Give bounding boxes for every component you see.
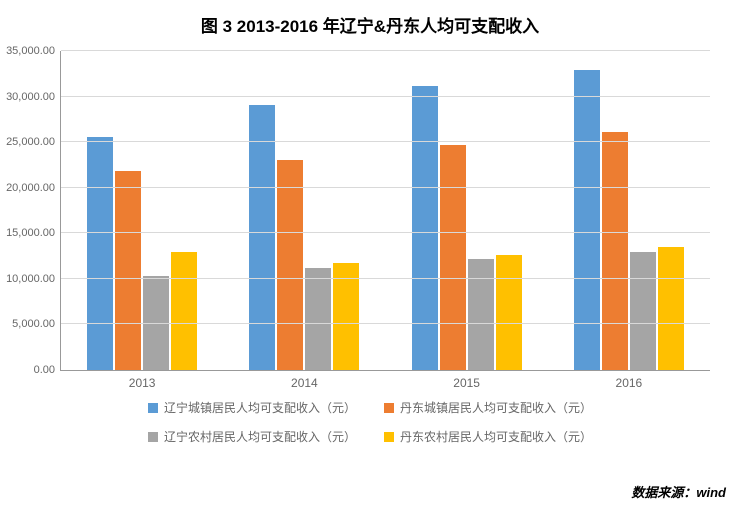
legend-item: 丹东农村居民人均可支配收入（元） xyxy=(384,428,592,445)
x-axis-label: 2013 xyxy=(61,370,223,390)
y-axis-label: 30,000.00 xyxy=(6,91,61,103)
bar xyxy=(468,259,494,370)
y-axis-label: 10,000.00 xyxy=(6,273,61,285)
legend-swatch xyxy=(148,403,158,413)
legend-item: 丹东城镇居民人均可支配收入（元） xyxy=(384,399,592,416)
bar xyxy=(333,263,359,370)
bar xyxy=(277,160,303,370)
gridline xyxy=(61,50,710,51)
bar xyxy=(87,137,113,370)
gridline xyxy=(61,96,710,97)
bar xyxy=(630,252,656,370)
bar-group: 2014 xyxy=(223,51,385,370)
data-source: 数据来源：wind xyxy=(631,482,726,501)
bar xyxy=(171,252,197,370)
gridline xyxy=(61,141,710,142)
x-axis-label: 2015 xyxy=(386,370,548,390)
bar xyxy=(574,70,600,370)
bar-group: 2016 xyxy=(548,51,710,370)
legend-label: 辽宁农村居民人均可支配收入（元） xyxy=(164,428,356,445)
x-axis-label: 2016 xyxy=(548,370,710,390)
bar xyxy=(440,145,466,370)
legend-label: 辽宁城镇居民人均可支配收入（元） xyxy=(164,399,356,416)
legend-label: 丹东城镇居民人均可支配收入（元） xyxy=(400,399,592,416)
plot-area: 2013201420152016 0.005,000.0010,000.0015… xyxy=(60,51,710,371)
gridline xyxy=(61,232,710,233)
bar-group: 2015 xyxy=(386,51,548,370)
bar xyxy=(115,171,141,370)
bar xyxy=(496,255,522,370)
legend-item: 辽宁农村居民人均可支配收入（元） xyxy=(148,428,356,445)
legend-swatch xyxy=(148,432,158,442)
gridline xyxy=(61,323,710,324)
y-axis-label: 15,000.00 xyxy=(6,227,61,239)
bar-group: 2013 xyxy=(61,51,223,370)
y-axis-label: 25,000.00 xyxy=(6,136,61,148)
legend-item: 辽宁城镇居民人均可支配收入（元） xyxy=(148,399,356,416)
legend: 辽宁城镇居民人均可支配收入（元） 丹东城镇居民人均可支配收入（元） 辽宁农村居民人均… xyxy=(60,399,680,445)
gridline xyxy=(61,187,710,188)
y-axis-label: 5,000.00 xyxy=(12,318,61,330)
legend-swatch xyxy=(384,432,394,442)
bar xyxy=(305,268,331,370)
legend-label: 丹东农村居民人均可支配收入（元） xyxy=(400,428,592,445)
bar xyxy=(602,132,628,370)
bar xyxy=(658,247,684,370)
legend-swatch xyxy=(384,403,394,413)
x-axis-label: 2014 xyxy=(223,370,385,390)
bar xyxy=(249,105,275,370)
bar xyxy=(412,86,438,370)
gridline xyxy=(61,278,710,279)
y-axis-label: 0.00 xyxy=(34,364,61,376)
chart-title: 图 3 2013-2016 年辽宁&丹东人均可支配收入 xyxy=(0,0,740,43)
y-axis-label: 35,000.00 xyxy=(6,45,61,57)
y-axis-label: 20,000.00 xyxy=(6,182,61,194)
bar-groups: 2013201420152016 xyxy=(61,51,710,370)
chart-area: 2013201420152016 0.005,000.0010,000.0015… xyxy=(60,51,710,371)
